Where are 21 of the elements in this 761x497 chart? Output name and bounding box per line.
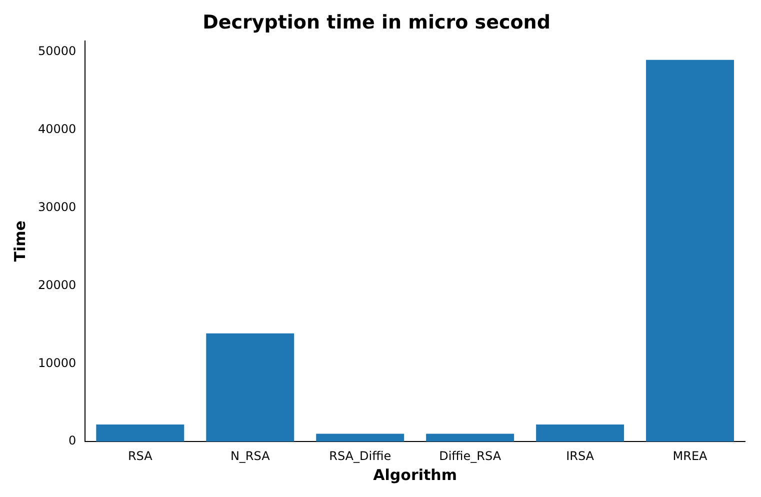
bar (206, 333, 294, 442)
bar (536, 424, 624, 442)
y-tick-label: 40000 (38, 122, 76, 136)
y-tick-label: 20000 (38, 278, 76, 292)
x-tick-label: Diffie_RSA (439, 448, 502, 463)
chart-title: Decryption time in micro second (202, 11, 550, 34)
x-tick-label: N_RSA (230, 448, 271, 463)
y-axis-title: Time (10, 220, 29, 262)
x-tick-label: MREA (672, 448, 708, 463)
bar (96, 424, 184, 442)
x-tick-label: RSA_Diffie (329, 448, 392, 463)
x-axis-title: Algorithm (373, 466, 457, 484)
x-tick-label: RSA (128, 448, 154, 463)
bar (646, 60, 734, 442)
y-tick-label: 10000 (38, 356, 76, 370)
y-tick-label: 30000 (38, 200, 76, 214)
y-tick-label: 50000 (38, 44, 76, 58)
y-tick-label: 0 (68, 434, 76, 448)
x-tick-label: IRSA (566, 448, 595, 463)
bar (426, 434, 514, 442)
bar (316, 434, 404, 442)
